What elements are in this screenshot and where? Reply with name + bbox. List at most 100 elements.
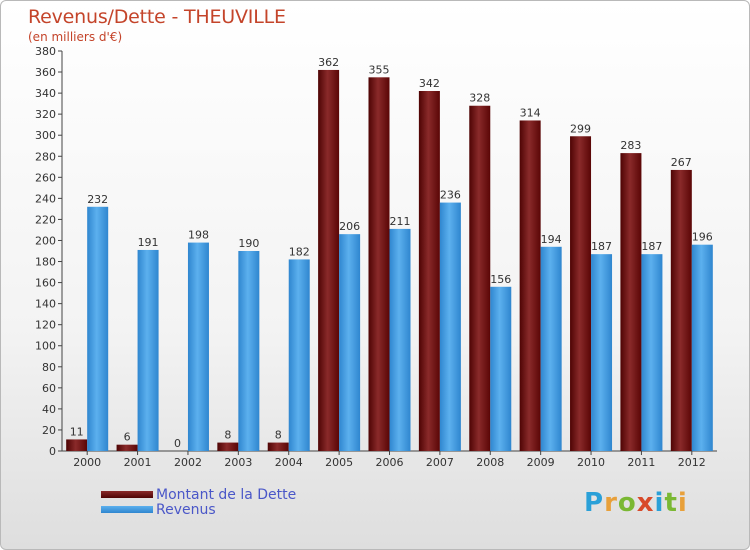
data-label: 8 [275,429,282,442]
data-label: 342 [419,77,440,90]
data-label: 236 [440,189,461,202]
data-label: 182 [289,245,310,258]
y-tick-label: 380 [35,45,56,58]
x-tick-label: 2012 [678,456,706,469]
legend-swatch-debt [101,491,153,498]
x-tick-label: 2010 [577,456,605,469]
y-tick-label: 340 [35,87,56,100]
data-label: 187 [641,240,662,253]
legend-swatch-revenus [101,506,153,513]
data-labels: 11 232 6 191 0 198 8 190 8 182 362 206 355 211 342 236 3… [70,56,713,450]
logo-letter: t [664,488,678,518]
data-label: 283 [620,139,641,152]
y-tick-label: 220 [35,213,56,226]
debt-bar [519,120,541,451]
revenus-bar [288,259,310,451]
data-label: 194 [541,233,562,246]
x-tick-label: 2007 [426,456,454,469]
revenus-bar [87,206,109,451]
debt-bar [670,169,692,451]
chart-title: Revenus/Dette - THEUVILLE [28,6,286,28]
x-tick-label: 2004 [275,456,303,469]
y-tick-label: 20 [42,424,56,437]
data-label: 355 [369,63,390,76]
data-label: 198 [188,229,209,242]
revenus-bar [490,286,512,451]
logo-letter: o [617,488,637,518]
y-tick-label: 320 [35,108,56,121]
debt-bar [66,439,88,451]
revenus-bar [389,228,411,451]
bars [66,69,713,452]
y-axis: 0 20 40 60 80 100 120 140 160 180 200 220 240 260 280 3… [35,45,63,458]
revenus-bar [187,242,209,451]
revenus-bar [540,246,562,451]
data-label: 191 [138,236,159,249]
legend-label-revenus: Revenus [156,502,216,518]
logo-letter: x [636,488,655,518]
y-tick-label: 40 [42,403,56,416]
debt-bar [217,442,239,451]
y-tick-label: 80 [42,361,56,374]
legend-label-debt: Montant de la Dette [156,487,297,503]
y-tick-label: 0 [49,445,56,458]
revenus-bar [137,249,159,451]
logo-letter: i [654,488,665,518]
x-tick-label: 2003 [224,456,252,469]
revenus-bar [591,254,613,451]
debt-bar [368,77,390,451]
x-tick-label: 2002 [174,456,202,469]
y-tick-label: 140 [35,298,56,311]
data-label: 314 [520,106,541,119]
data-label: 196 [692,231,713,244]
y-tick-label: 260 [35,171,56,184]
data-label: 0 [174,437,181,450]
data-label: 267 [671,156,692,169]
logo-letter: r [604,488,618,518]
revenus-bar [339,234,361,451]
logo-letter: P [584,488,605,518]
y-tick-label: 200 [35,234,56,247]
data-label: 8 [224,429,231,442]
y-tick-label: 160 [35,277,56,290]
y-tick-label: 280 [35,150,56,163]
debt-bar [267,442,289,451]
data-label: 299 [570,122,591,135]
data-label: 187 [591,240,612,253]
debt-bar [318,69,340,452]
x-tick-label: 2009 [527,456,555,469]
revenus-bar [238,251,260,451]
x-tick-label: 2006 [376,456,404,469]
proxiti-logo: Proxiti [584,488,688,518]
data-label: 206 [339,220,360,233]
y-tick-label: 360 [35,66,56,79]
data-label: 156 [490,273,511,286]
data-label: 232 [87,193,108,206]
debt-bar [620,153,642,451]
x-axis: 2000 2001 2002 2003 2004 2005 2006 2007 2008 2009… [62,450,717,469]
data-label: 6 [124,431,131,444]
y-tick-label: 240 [35,192,56,205]
debt-bar [418,91,440,451]
y-tick-label: 300 [35,129,56,142]
x-tick-label: 2001 [124,456,152,469]
y-tick-label: 120 [35,319,56,332]
x-tick-label: 2011 [627,456,655,469]
revenus-bar [691,244,713,451]
revenus-bar [439,202,461,451]
data-label: 190 [238,237,259,250]
y-tick-label: 100 [35,340,56,353]
x-tick-label: 2008 [476,456,504,469]
x-tick-label: 2005 [325,456,353,469]
x-tick-label: 2000 [73,456,101,469]
debt-bar [116,444,138,451]
debt-bar [570,136,592,451]
y-tick-label: 60 [42,382,56,395]
data-label: 328 [469,92,490,105]
data-label: 11 [70,425,84,438]
y-tick-label: 180 [35,256,56,269]
data-label: 211 [390,215,411,228]
data-label: 362 [318,56,339,69]
